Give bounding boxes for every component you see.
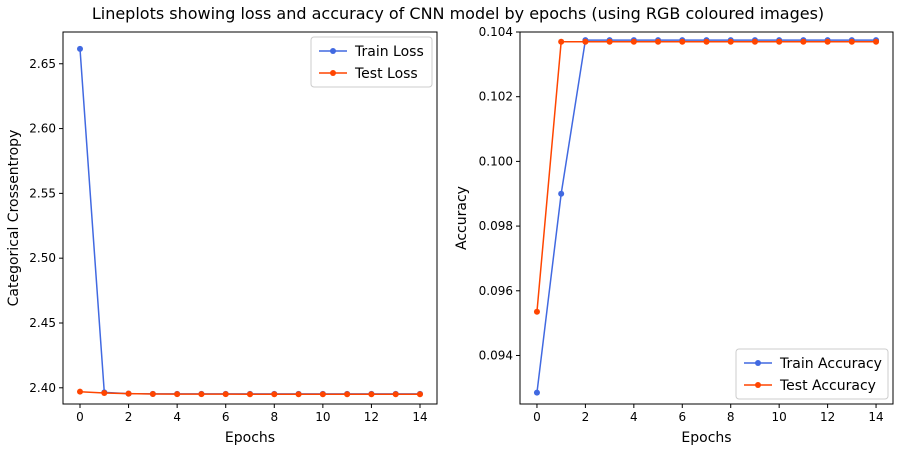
data-point	[533, 308, 540, 315]
x-tick-label: 6	[678, 410, 686, 424]
data-point	[101, 389, 108, 396]
y-tick-label: 2.55	[29, 186, 56, 200]
series-line	[536, 40, 877, 312]
legend-label: Train Accuracy	[779, 356, 882, 372]
series-test-accuracy	[533, 38, 880, 315]
y-tick-label: 0.104	[479, 25, 513, 39]
data-point	[77, 388, 83, 395]
data-point	[824, 38, 831, 45]
data-point	[848, 38, 855, 45]
data-point	[679, 38, 686, 45]
y-tick-label: 2.65	[29, 57, 56, 71]
y-tick-label: 0.094	[479, 348, 513, 362]
data-point	[630, 38, 637, 45]
legend-label: Test Loss	[354, 66, 418, 82]
data-point	[776, 38, 783, 45]
legend: Train Loss Test Loss	[310, 36, 433, 88]
legend-box	[310, 36, 433, 88]
x-axis-label: Epochs	[681, 430, 731, 446]
x-tick-label: 0	[76, 410, 84, 424]
legend: Train Accuracy Test Accuracy	[735, 348, 889, 400]
data-point	[295, 391, 302, 398]
data-point	[800, 38, 807, 45]
data-point	[727, 38, 734, 45]
x-axis-label: Epochs	[225, 430, 275, 446]
data-point	[417, 391, 423, 398]
charts: 0 2 4 6 8 10 12 14 2.40 2.45 2.50 2.55 2.60 2.65 Epoch…	[6, 25, 894, 446]
data-point	[873, 38, 880, 45]
chart-panel-1: 0 2 4 6 8 10 12 14 2.40 2.45 2.50 2.55 2.60 2.65 Epoch…	[6, 31, 438, 446]
data-point	[751, 38, 758, 45]
y-tick-label: 0.096	[479, 284, 513, 298]
x-tick-label: 14	[412, 410, 427, 424]
x-tick-label: 8	[270, 410, 278, 424]
x-tick-label: 12	[820, 410, 835, 424]
series-line	[536, 39, 877, 393]
data-point	[247, 391, 253, 398]
legend-swatch-marker	[755, 360, 761, 366]
data-point	[558, 38, 565, 45]
axes-frame	[62, 31, 438, 405]
x-tick-label: 8	[727, 410, 735, 424]
x-tick-label: 2	[125, 410, 133, 424]
legend-swatch-marker	[330, 48, 336, 54]
data-point	[271, 391, 278, 398]
y-tick-label: 2.50	[29, 251, 56, 265]
x-tick-label: 12	[364, 410, 379, 424]
x-tick-label: 6	[222, 410, 230, 424]
data-point	[125, 390, 132, 397]
data-point	[222, 391, 229, 398]
x-tick-label: 0	[533, 410, 541, 424]
x-tick-label: 4	[173, 410, 181, 424]
data-point	[149, 391, 156, 398]
y-tick-label: 2.45	[29, 316, 56, 330]
x-tick-label: 4	[630, 410, 638, 424]
legend-swatch-marker	[755, 382, 761, 388]
data-point	[198, 391, 205, 398]
x-tick-label: 14	[868, 410, 883, 424]
y-axis-label: Accuracy	[454, 186, 470, 250]
data-point	[558, 190, 565, 197]
data-point	[174, 391, 181, 398]
data-point	[533, 389, 540, 396]
series-test-loss	[77, 388, 423, 398]
data-point	[344, 391, 351, 398]
y-tick-label: 0.100	[479, 154, 513, 168]
y-tick-label: 0.102	[479, 90, 513, 104]
data-point	[368, 391, 375, 398]
data-point	[655, 38, 662, 45]
x-tick-label: 2	[582, 410, 590, 424]
y-tick-label: 2.40	[29, 381, 56, 395]
data-point	[77, 45, 83, 52]
y-tick-label: 2.60	[29, 122, 56, 136]
series-train-accuracy	[533, 37, 880, 396]
legend-box	[735, 348, 889, 400]
legend-label: Test Accuracy	[779, 378, 876, 394]
data-point	[319, 391, 326, 398]
data-point	[703, 38, 710, 45]
y-tick-label: 0.098	[479, 219, 513, 233]
legend-label: Train Loss	[354, 44, 424, 60]
series-train-loss	[77, 45, 423, 397]
series-line	[79, 48, 420, 395]
legend-swatch-marker	[330, 70, 336, 76]
axes-frame	[519, 31, 894, 405]
data-point	[392, 391, 399, 398]
x-tick-label: 10	[315, 410, 330, 424]
y-axis-label: Categorical Crossentropy	[6, 130, 22, 307]
chart-panel-2: 0 2 4 6 8 10 12 14 0.094 0.096 0.098 0.100 0.102 0.10…	[454, 25, 894, 446]
data-point	[606, 38, 613, 45]
figure-title: Lineplots showing loss and accuracy of C…	[92, 4, 824, 23]
x-tick-label: 10	[772, 410, 787, 424]
data-point	[582, 38, 589, 45]
